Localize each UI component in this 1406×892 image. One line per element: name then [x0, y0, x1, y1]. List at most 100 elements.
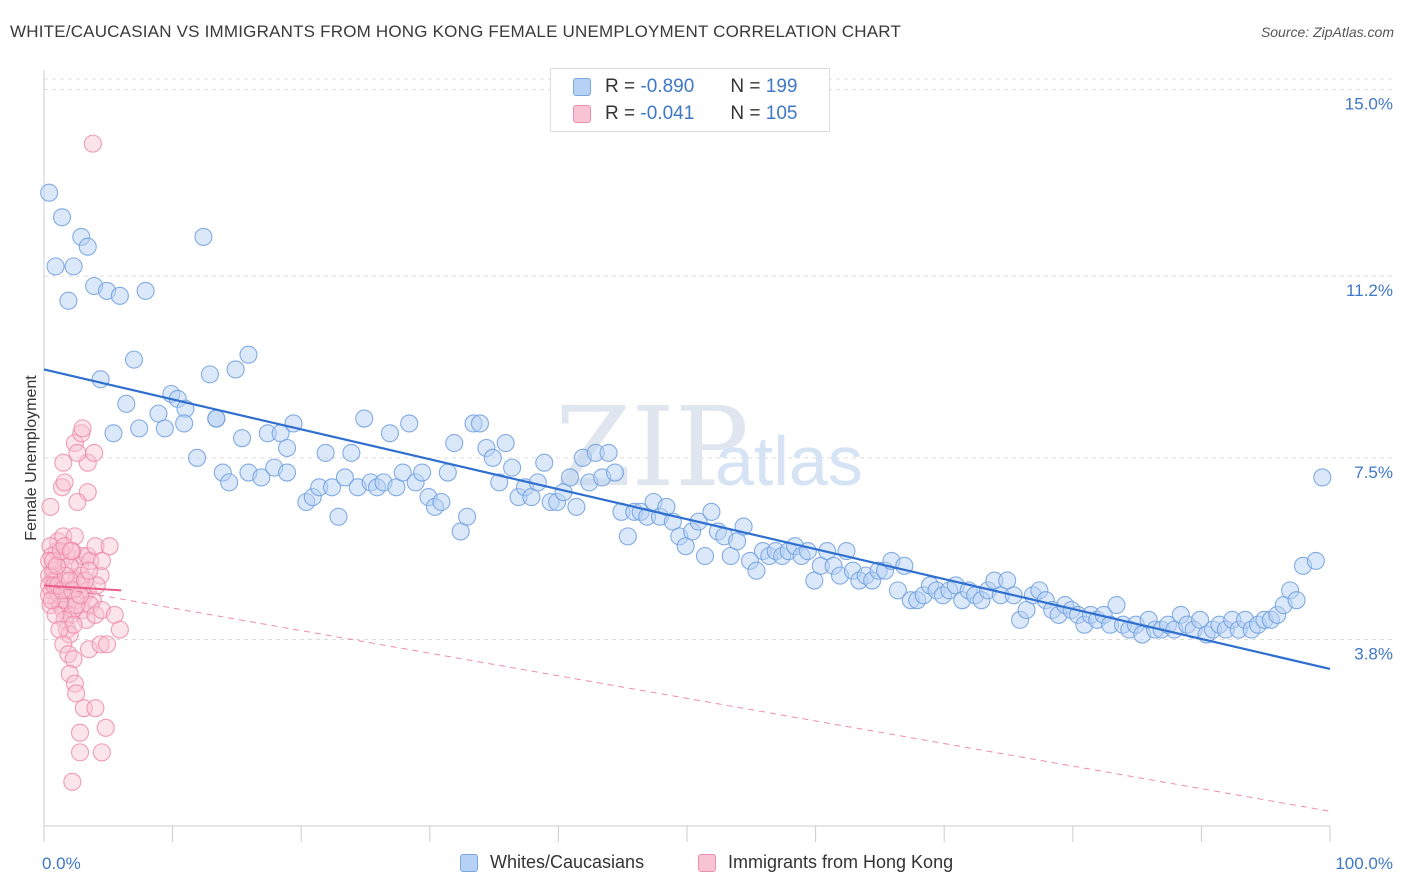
data-point-hong-kong: [100, 537, 119, 556]
data-point-whites: [393, 463, 412, 482]
data-point-whites: [91, 370, 110, 389]
data-point-whites: [503, 458, 522, 477]
data-point-hong-kong: [64, 650, 83, 669]
data-point-whites: [695, 546, 715, 566]
legend-label-whites: Whites/Caucasians: [490, 852, 645, 872]
data-point-whites: [355, 409, 374, 428]
chart-title: WHITE/CAUCASIAN VS IMMIGRANTS FROM HONG …: [10, 22, 902, 41]
data-point-whites: [278, 438, 297, 458]
data-point-hong-kong: [92, 743, 111, 762]
data-point-hong-kong: [64, 615, 83, 634]
data-point-whites: [560, 468, 580, 487]
legend-label-hong-kong: Immigrants from Hong Kong: [728, 852, 954, 872]
data-point-hong-kong: [46, 605, 65, 624]
data-point-hong-kong: [67, 684, 86, 703]
data-point-hong-kong: [70, 723, 90, 742]
y-axis-label: Female Unemployment: [23, 375, 40, 541]
data-point-whites: [458, 507, 477, 526]
data-point-whites: [278, 463, 297, 482]
n-label: N =: [730, 76, 761, 97]
legend-stats: R = -0.890 N = 199 R = -0.041 N = 105: [550, 68, 830, 132]
data-point-hong-kong: [47, 556, 66, 575]
data-point-whites: [445, 434, 464, 453]
data-point-whites: [52, 208, 72, 227]
data-point-whites: [136, 281, 155, 300]
data-point-whites: [380, 424, 399, 443]
data-point-hong-kong: [83, 134, 102, 153]
blue-swatch: [460, 853, 478, 872]
data-point-hong-kong: [65, 674, 84, 693]
data-point-whites: [329, 507, 348, 526]
data-point-whites: [175, 414, 194, 433]
data-point-hong-kong: [110, 620, 129, 639]
pink-swatch: [573, 105, 591, 123]
legend-row-hong-kong: R = -0.041 N = 105: [573, 101, 797, 127]
data-point-whites: [470, 414, 490, 433]
y-tick-labels: 3.8% 7.5% 11.2% 15.0%: [1345, 95, 1393, 664]
data-point-whites: [1287, 591, 1306, 610]
data-point-hong-kong: [60, 625, 79, 644]
data-point-whites: [496, 434, 515, 453]
data-point-whites: [252, 468, 271, 487]
data-point-hong-kong: [67, 596, 86, 615]
data-point-whites: [232, 429, 252, 448]
data-point-whites: [64, 257, 83, 276]
data-point-whites: [490, 473, 509, 492]
y-tick-label: 3.8%: [1354, 644, 1393, 663]
data-point-whites: [567, 497, 586, 516]
x-tick-label: 100.0%: [1335, 854, 1393, 873]
y-tick-label: 15.0%: [1345, 95, 1393, 114]
data-point-hong-kong: [96, 718, 115, 737]
r-value: -0.041: [640, 103, 695, 124]
data-point-whites: [194, 227, 213, 246]
data-point-whites: [316, 443, 335, 462]
data-point-whites: [226, 360, 245, 379]
data-point-whites: [438, 463, 457, 482]
r-value: -0.890: [640, 76, 695, 97]
data-point-whites: [323, 478, 342, 497]
data-point-whites: [342, 443, 361, 462]
trend-line-hong-kong: [43, 584, 122, 592]
y-tick-label: 7.5%: [1354, 463, 1393, 482]
data-point-whites: [605, 463, 625, 482]
data-point-hong-kong: [92, 551, 111, 570]
data-point-whites: [702, 502, 721, 521]
data-point-hong-kong: [52, 478, 72, 497]
data-point-hong-kong: [68, 492, 87, 512]
legend-row-whites: R = -0.890 N = 199: [573, 74, 797, 100]
n-value: 199: [765, 76, 798, 97]
data-point-whites: [335, 468, 354, 487]
r-label: R =: [605, 76, 636, 97]
data-point-hong-kong: [97, 635, 117, 654]
data-point-hong-kong: [54, 635, 73, 654]
legend-series: Whites/Caucasians Immigrants from Hong K…: [0, 852, 1406, 878]
blue-swatch: [573, 78, 591, 96]
pink-swatch: [698, 853, 716, 872]
data-point-hong-kong: [55, 473, 74, 492]
n-label: N =: [730, 103, 761, 124]
series-whites-caucasians: [40, 183, 1332, 644]
data-point-hong-kong: [85, 443, 104, 462]
legend-item-hong-kong: Immigrants from Hong Kong: [698, 852, 953, 873]
data-point-whites: [78, 237, 97, 256]
data-point-whites: [207, 409, 226, 428]
data-point-hong-kong: [68, 443, 87, 462]
source-credit: Source: ZipAtlas.com: [1260, 24, 1394, 40]
data-point-whites: [200, 365, 219, 384]
watermark-atlas: atlas: [715, 422, 863, 500]
data-point-hong-kong: [50, 620, 69, 639]
data-point-whites: [432, 492, 451, 512]
data-point-hong-kong: [86, 699, 105, 718]
data-point-whites: [599, 443, 618, 462]
series-immigrants-hong-kong: [40, 134, 129, 791]
data-point-whites: [110, 286, 129, 305]
data-point-hong-kong: [63, 772, 82, 791]
data-point-whites: [187, 448, 207, 467]
data-point-hong-kong: [41, 497, 60, 516]
x-tick-labels: 0.0% 100.0%: [42, 854, 1393, 873]
data-point-whites: [124, 350, 144, 369]
data-point-whites: [747, 561, 766, 580]
data-point-whites: [1306, 551, 1325, 570]
x-tick-label: 0.0%: [42, 854, 81, 873]
data-point-whites: [220, 473, 239, 492]
